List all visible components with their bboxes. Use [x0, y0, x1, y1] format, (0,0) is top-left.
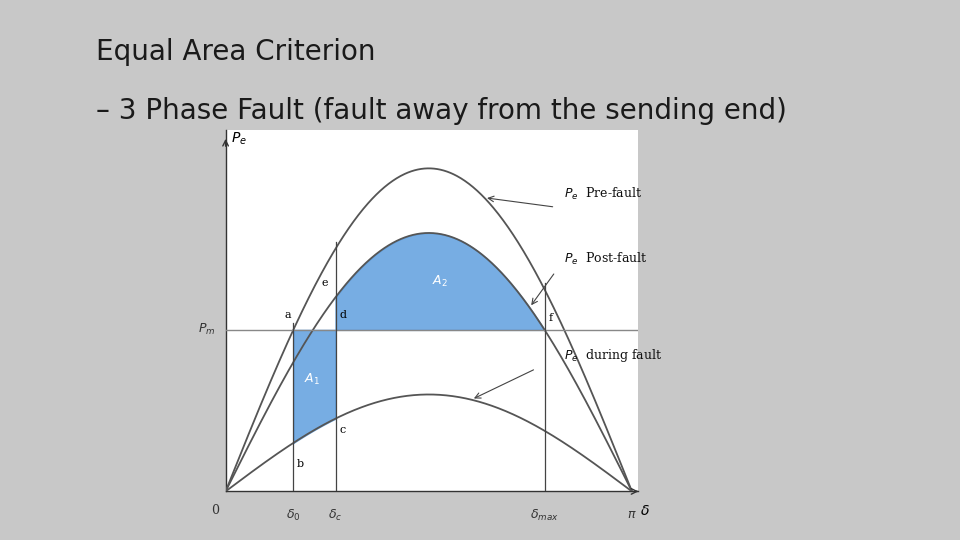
Text: $A_2$: $A_2$ — [432, 274, 448, 289]
Text: $P_e$  Post-fault: $P_e$ Post-fault — [564, 251, 648, 267]
Text: 0: 0 — [211, 504, 219, 517]
Text: Equal Area Criterion: Equal Area Criterion — [96, 38, 375, 66]
Text: $\delta$: $\delta$ — [639, 504, 650, 518]
Text: $P_m$: $P_m$ — [198, 322, 215, 338]
Text: $P_e$  Pre-fault: $P_e$ Pre-fault — [564, 186, 643, 202]
Text: $\delta_{max}$: $\delta_{max}$ — [530, 508, 559, 523]
Text: a: a — [285, 310, 292, 320]
Text: $\delta_c$: $\delta_c$ — [328, 508, 343, 523]
Text: f: f — [548, 313, 553, 323]
Text: d: d — [340, 310, 347, 320]
Text: $\delta_0$: $\delta_0$ — [286, 508, 300, 523]
Text: $P_e$  during fault: $P_e$ during fault — [564, 347, 662, 364]
Text: b: b — [298, 459, 304, 469]
Text: $\pi$: $\pi$ — [627, 508, 636, 521]
Text: $P_e$: $P_e$ — [230, 131, 247, 147]
Text: $A_1$: $A_1$ — [304, 373, 320, 388]
Text: c: c — [340, 425, 346, 435]
Text: e: e — [322, 278, 327, 288]
Text: – 3 Phase Fault (fault away from the sending end): – 3 Phase Fault (fault away from the sen… — [96, 97, 787, 125]
